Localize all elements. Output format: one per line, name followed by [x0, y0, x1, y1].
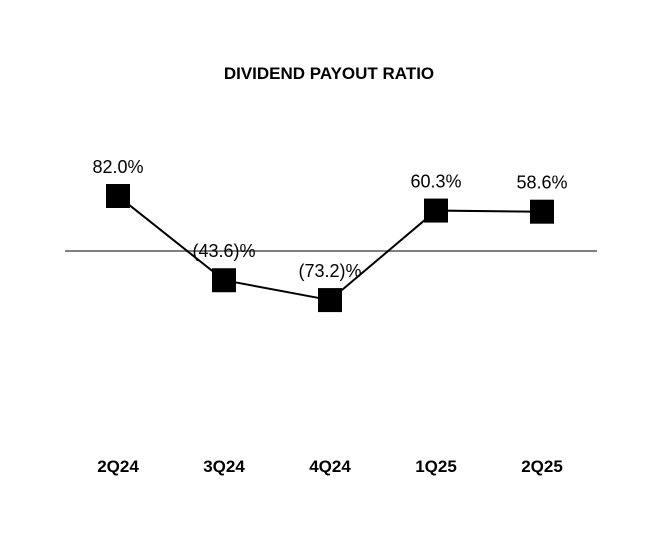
data-label-group: 82.0% (43.6)% (73.2)% 60.3% 58.6%	[92, 157, 567, 281]
x-tick-2q25: 2Q25	[521, 457, 563, 476]
chart-title: DIVIDEND PAYOUT RATIO	[224, 64, 434, 83]
data-label-4q24: (73.2)%	[298, 261, 361, 281]
data-label-2q24: 82.0%	[92, 157, 143, 177]
data-marker-2q24	[106, 184, 130, 209]
data-label-2q25: 58.6%	[516, 173, 567, 193]
data-marker-1q25	[424, 198, 448, 223]
x-tick-4q24: 4Q24	[309, 457, 351, 476]
x-tick-1q25: 1Q25	[415, 457, 457, 476]
series-line	[117, 195, 543, 302]
data-marker-3q24	[212, 268, 236, 293]
data-marker-4q24	[318, 288, 342, 313]
marker-group	[106, 184, 554, 313]
data-label-3q24: (43.6)%	[192, 241, 255, 261]
x-tick-3q24: 3Q24	[203, 457, 245, 476]
x-tick-2q24: 2Q24	[97, 457, 139, 476]
x-tick-group: 2Q24 3Q24 4Q24 1Q25 2Q25	[97, 457, 563, 476]
data-label-1q25: 60.3%	[410, 172, 461, 192]
data-marker-2q25	[530, 199, 554, 224]
